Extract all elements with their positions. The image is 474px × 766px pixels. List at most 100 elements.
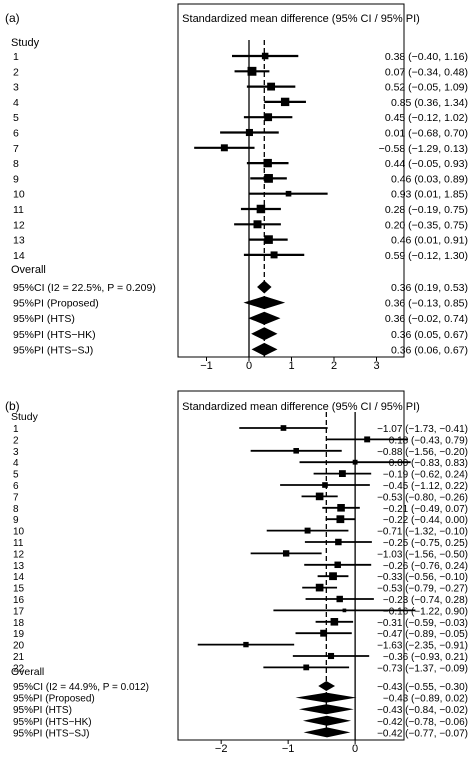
study-label: 18 xyxy=(13,618,25,629)
study-label: 21 xyxy=(13,652,25,663)
summary-estimate-text: −0.42 (−0.77, −0.07) xyxy=(377,728,468,739)
study-point-estimate xyxy=(220,144,228,152)
summary-label: 95%PI (Proposed) xyxy=(13,694,95,705)
summary-label: 95%PI (HTS) xyxy=(13,705,72,716)
study-estimate-text: −1.07 (−1.73, −0.41) xyxy=(377,424,468,435)
study-label: 20 xyxy=(13,641,25,652)
study-point-estimate xyxy=(264,174,273,183)
summary-label: 95%PI (HTS) xyxy=(13,313,75,325)
summary-estimate-text: −0.43 (−0.84, −0.02) xyxy=(377,705,468,716)
summary-estimate-text: −0.43 (−0.55, −0.30) xyxy=(377,682,468,693)
study-point-estimate xyxy=(264,235,273,244)
summary-diamond xyxy=(295,692,357,703)
overall-header: Overall xyxy=(11,666,44,678)
study-point-estimate xyxy=(253,220,262,229)
study-estimate-text: 0.44 (−0.05, 0.93) xyxy=(385,158,468,170)
study-estimate-text: −0.47 (−0.89, −0.05) xyxy=(377,629,468,640)
study-label: 9 xyxy=(13,173,19,185)
study-point-estimate xyxy=(315,583,324,592)
study-estimate-text: −0.16 (−1.22, 0.90) xyxy=(383,606,468,617)
study-point-estimate xyxy=(280,425,287,431)
study-estimate-text: −0.73 (−1.37, −0.09) xyxy=(377,663,468,674)
study-estimate-text: 0.18 (−0.43, 0.79) xyxy=(389,435,468,446)
study-point-estimate xyxy=(334,561,341,569)
study-label: 3 xyxy=(13,82,19,94)
summary-diamond xyxy=(303,727,351,738)
summary-estimate-text: 0.36 (0.06, 0.67) xyxy=(391,344,468,356)
study-point-estimate xyxy=(338,470,346,478)
chart-title: Standardized mean difference (95% CI / 9… xyxy=(182,401,420,413)
summary-label: 95%PI (HTS−HK) xyxy=(13,329,96,341)
study-label: 6 xyxy=(13,481,19,492)
panel-label: (a) xyxy=(5,11,20,25)
study-estimate-text: −0.26 (−0.76, 0.24) xyxy=(383,561,468,572)
study-point-estimate xyxy=(293,448,299,454)
study-label: 10 xyxy=(13,527,25,538)
study-point-estimate xyxy=(342,608,347,613)
study-point-estimate xyxy=(245,128,253,137)
x-tick-label: −1 xyxy=(282,743,295,755)
study-point-estimate xyxy=(264,113,273,122)
study-label: 6 xyxy=(13,128,19,140)
summary-diamond xyxy=(251,342,278,356)
study-estimate-text: 0.85 (0.36, 1.34) xyxy=(391,97,468,109)
study-point-estimate xyxy=(261,52,269,60)
study-estimate-text: −0.36 (−0.93, 0.21) xyxy=(383,652,468,663)
study-label: 4 xyxy=(13,97,19,109)
study-point-estimate xyxy=(303,664,310,671)
study-estimate-text: −1.03 (−1.56, −0.50) xyxy=(377,549,468,560)
summary-label: 95%CI (I2 = 44.9%, P = 0.012) xyxy=(13,682,149,693)
study-point-estimate xyxy=(267,82,276,91)
summary-diamond xyxy=(243,296,286,310)
summary-label: 95%CI (I2 = 22.5%, P = 0.209) xyxy=(13,282,156,294)
study-label: 1 xyxy=(13,51,19,63)
study-estimate-text: −0.21 (−0.49, 0.07) xyxy=(383,504,468,515)
study-point-estimate xyxy=(352,459,358,465)
study-label: 14 xyxy=(13,572,25,583)
study-label: 5 xyxy=(13,112,19,124)
study-label: 12 xyxy=(13,219,25,231)
summary-estimate-text: 0.36 (−0.02, 0.74) xyxy=(385,313,468,325)
study-point-estimate xyxy=(263,158,272,168)
summary-estimate-text: 0.36 (−0.13, 0.85) xyxy=(385,298,468,310)
x-tick-label: 3 xyxy=(373,360,379,372)
summary-diamond xyxy=(318,681,336,691)
study-point-estimate xyxy=(243,641,249,648)
study-estimate-text: −0.22 (−0.44, 0.00) xyxy=(383,515,468,526)
summary-label: 95%PI (Proposed) xyxy=(13,298,99,310)
study-label: 7 xyxy=(13,143,19,155)
summary-label: 95%PI (HTS−HK) xyxy=(13,717,92,728)
study-label: 7 xyxy=(13,492,19,503)
study-point-estimate xyxy=(364,436,371,443)
study-point-estimate xyxy=(330,618,339,626)
x-tick-label: 1 xyxy=(288,360,294,372)
study-label: 11 xyxy=(13,204,24,216)
study-label: 5 xyxy=(13,470,19,481)
study-header: Study xyxy=(11,411,39,423)
summary-estimate-text: 0.36 (0.05, 0.67) xyxy=(391,329,468,341)
summary-diamond xyxy=(298,704,354,715)
study-estimate-text: −0.31 (−0.59, −0.03) xyxy=(377,618,468,629)
x-tick-label: 0 xyxy=(352,743,358,755)
study-point-estimate xyxy=(329,572,337,581)
chart-title: Standardized mean difference (95% CI / 9… xyxy=(182,13,420,25)
study-label: 13 xyxy=(13,561,25,572)
summary-label: 95%PI (HTS−SJ) xyxy=(13,728,89,739)
study-point-estimate xyxy=(256,204,266,214)
study-point-estimate xyxy=(337,504,345,512)
study-label: 14 xyxy=(13,250,25,262)
study-estimate-text: −0.23 (−0.74, 0.28) xyxy=(383,595,468,606)
study-estimate-text: 0.46 (0.01, 0.91) xyxy=(391,235,468,247)
study-label: 13 xyxy=(13,235,25,247)
study-estimate-text: 0.00 (−0.83, 0.83) xyxy=(389,458,468,469)
study-point-estimate xyxy=(336,595,343,603)
study-estimate-text: 0.59 (−0.12, 1.30) xyxy=(385,250,468,262)
study-label: 8 xyxy=(13,504,19,515)
overall-header: Overall xyxy=(11,264,46,276)
study-estimate-text: 0.38 (−0.40, 1.16) xyxy=(385,51,468,63)
study-label: 8 xyxy=(13,158,19,170)
study-point-estimate xyxy=(247,66,257,76)
x-tick-label: −2 xyxy=(215,743,228,755)
study-label: 3 xyxy=(13,447,19,458)
